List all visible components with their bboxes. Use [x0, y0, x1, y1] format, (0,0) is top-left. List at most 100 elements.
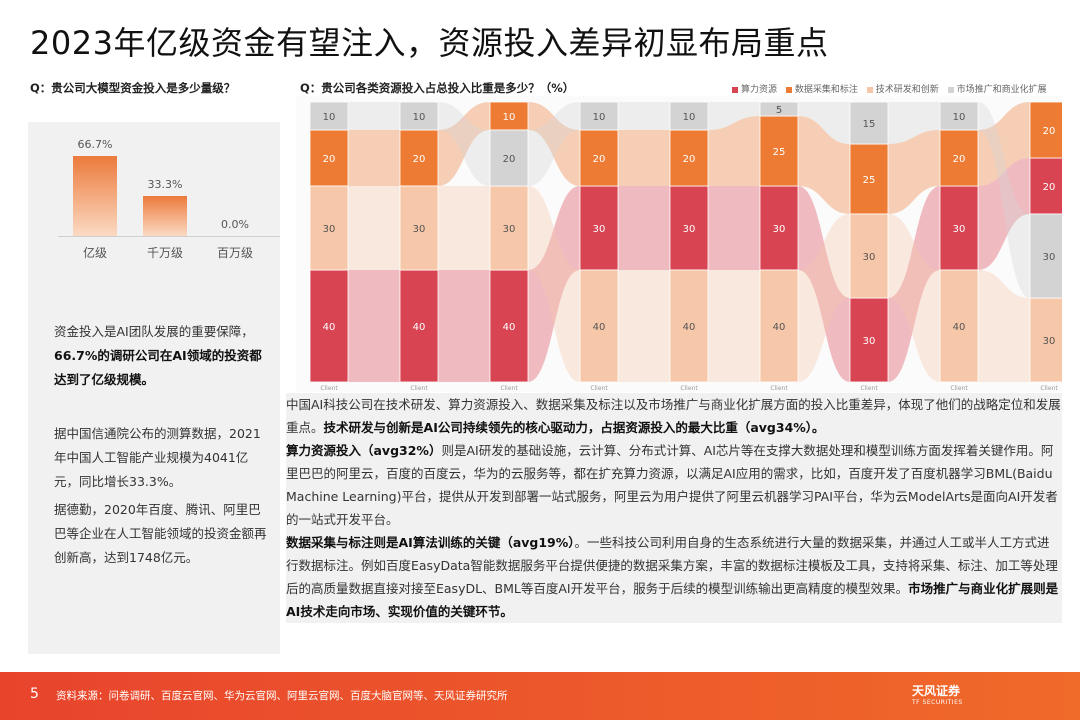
flow-ribbon [618, 130, 670, 186]
stack-segment [1029, 101, 1062, 159]
segment-value-label: 10 [503, 112, 516, 123]
category-label: Client [770, 385, 788, 392]
body-paragraph-3: 数据采集与标注则是AI算法训练的关键（avg19%）。一些科技公司利用自身的生态… [286, 531, 1062, 623]
flow-ribbon [438, 270, 490, 382]
bar-value-label: 33.3% [147, 178, 183, 192]
segment-value-label: 10 [593, 112, 606, 123]
flow-ribbon [618, 102, 670, 130]
stack-segment [489, 129, 529, 187]
flow-ribbon [978, 158, 1030, 270]
flow-ribbon [528, 186, 580, 382]
flow-ribbon [348, 130, 400, 186]
stack-segment [579, 185, 619, 271]
segment-value-label: 30 [593, 224, 606, 235]
source-note: 资料来源：问卷调研、百度云官网、华为云官网、阿里云官网、百度大脑官网等、天风证券… [56, 690, 508, 702]
legend-item-market: 市场推广和商业化扩展 [956, 85, 1047, 95]
flow-ribbon [708, 186, 760, 270]
flow-ribbon [978, 102, 1030, 186]
segment-value-label: 10 [413, 112, 426, 123]
left-panel: 66.7% 亿级 33.3% 千万级 0.0% 百万级 资金投入是AI团队发展的重要保障，… [28, 122, 280, 654]
flow-ribbon [708, 270, 760, 382]
stack-segment [849, 143, 889, 215]
resource-share-chart: 40 20 30 10 Client 40 20 30 10 Client 40 10 30 20 Clie… [296, 96, 1062, 392]
left-paragraph-2: 据中国信通院公布的测算数据，2021年中国人工智能产业规模为4041亿元，同比增… [54, 426, 261, 489]
left-paragraph-3: 据德勤，2020年百度、腾讯、阿里巴巴等企业在人工智能领域的投资金额再创新高，达… [54, 502, 267, 565]
legend-item-compute: 算力资源 [741, 85, 778, 95]
category-label: Client [1040, 385, 1058, 392]
chart-legend: 算力资源 数据采集和标注 技术研发和创新 市场推广和商业化扩展 [726, 82, 1047, 95]
segment-value-label: 25 [773, 147, 786, 158]
body-text: 中国AI科技公司在技术研发、算力资源投入、数据采集及标注以及市场推广与商业化扩展… [286, 393, 1062, 623]
segment-value-label: 40 [773, 322, 786, 333]
segment-value-label: 20 [593, 154, 606, 165]
flow-ribbon [348, 102, 400, 130]
stack-segment [939, 101, 979, 131]
segment-value-label: 20 [323, 154, 336, 165]
stack-segment [669, 269, 709, 383]
flow-ribbon [708, 102, 760, 130]
bar-1 [143, 196, 187, 236]
stack-segment [849, 101, 889, 145]
stack-segment [489, 101, 529, 131]
left-question: Q：贵公司大模型资金投入是多少量级？ [30, 81, 236, 95]
category-label: Client [500, 385, 518, 392]
category-label: Client [950, 385, 968, 392]
body-p2-plain: 则是AI研发的基础设施，云计算、分布式计算、AI芯片等在支撑大数据处理和模型训练… [286, 443, 1058, 527]
stack-segment [669, 185, 709, 271]
bar-category-label: 百万级 [216, 246, 253, 260]
flow-ribbon [438, 102, 490, 186]
body-p3-bold: 数据采集与标注则是AI算法训练的关键（avg19%） [286, 535, 575, 550]
stack-segment [399, 101, 439, 131]
stack-segment [309, 185, 349, 271]
segment-value-label: 30 [683, 224, 696, 235]
segment-value-label: 40 [323, 322, 336, 333]
segment-value-label: 5 [776, 105, 782, 116]
segment-value-label: 25 [863, 175, 876, 186]
stack-segment [399, 185, 439, 271]
flow-ribbon [798, 116, 850, 214]
segment-value-label: 30 [773, 224, 786, 235]
legend-item-tech: 技术研发和创新 [875, 85, 939, 95]
flow-ribbon [888, 186, 940, 382]
segment-value-label: 15 [863, 119, 876, 130]
legend-swatch-tech [866, 86, 873, 93]
segment-value-label: 40 [503, 322, 516, 333]
segment-value-label: 10 [323, 112, 336, 123]
stack-segment [759, 115, 799, 187]
stack-segment [399, 269, 439, 383]
page-number: 5 [30, 686, 39, 702]
segment-value-label: 30 [863, 252, 876, 263]
flow-ribbon [528, 186, 580, 382]
segment-value-label: 40 [683, 322, 696, 333]
category-label: Client [320, 385, 338, 392]
flow-ribbon [618, 186, 670, 270]
flow-ribbon [888, 214, 940, 382]
segment-value-label: 30 [953, 224, 966, 235]
right-question: Q：贵公司各类资源投入占总投入比重是多少？（%） [300, 81, 575, 95]
stack-segment [309, 101, 349, 131]
segment-value-label: 20 [413, 154, 426, 165]
category-label: Client [860, 385, 878, 392]
stack-segment [849, 213, 889, 299]
flow-ribbon [798, 214, 850, 382]
legend-swatch-data [785, 86, 792, 93]
flow-ribbon [438, 102, 490, 186]
legend-swatch-compute [732, 86, 738, 93]
flow-ribbon [618, 270, 670, 382]
segment-value-label: 30 [1043, 336, 1056, 347]
flow-ribbon [528, 102, 580, 186]
bar-category-label: 千万级 [146, 246, 183, 260]
segment-value-label: 30 [413, 224, 426, 235]
segment-value-label: 20 [1043, 182, 1056, 193]
category-label: Client [680, 385, 698, 392]
flow-ribbon [798, 102, 850, 144]
segment-value-label: 40 [593, 322, 606, 333]
category-label: Client [590, 385, 608, 392]
stack-segment [489, 269, 529, 383]
stack-segment [939, 185, 979, 271]
stack-segment [399, 129, 439, 187]
stack-segment [759, 269, 799, 383]
logo-text: 天风证券 [912, 684, 961, 698]
flow-ribbon [708, 116, 760, 186]
flow-ribbon [798, 186, 850, 382]
